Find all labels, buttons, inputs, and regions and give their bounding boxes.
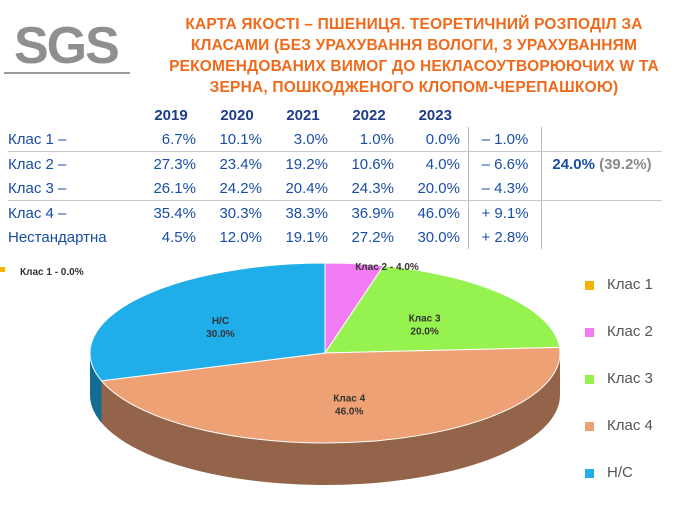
pie-slice-Н/С <box>89 262 326 382</box>
class-distribution-table: 2019 2020 2021 2022 2023 Клас 1 – 6.7% 1… <box>8 103 662 249</box>
cell-value: 10.1% <box>204 127 270 152</box>
sgs-logo: SGS <box>4 14 130 76</box>
cell-value: 24.3% <box>336 176 402 201</box>
pie-side-Клас 4 <box>101 353 561 485</box>
cell-value: 1.0% <box>336 127 402 152</box>
slice-label-Клас 2: Клас 2 - 4.0% <box>355 262 419 273</box>
page-title: КАРТА ЯКОСТІ – ПШЕНИЦЯ. ТЕОРЕТИЧНИЙ РОЗП… <box>140 14 688 98</box>
legend-swatch <box>585 328 594 337</box>
summary-cell-empty <box>541 176 662 201</box>
cell-value: 19.1% <box>285 228 328 246</box>
slice-label-Клас 3: Клас 3 20.0% <box>409 313 441 337</box>
slice-label-Н/С: Н/С 30.0% <box>206 316 234 340</box>
table-row: Клас 1 – 6.7% 10.1% 3.0% 1.0% 0.0% – 1.0… <box>8 127 662 152</box>
cell-delta: – 4.3% <box>468 176 542 201</box>
summary-cell: 24.0% (39.2%) <box>542 152 663 177</box>
cell-value: 6.7% <box>138 127 204 152</box>
legend-swatch <box>585 375 594 384</box>
cell-value: 10.6% <box>351 155 394 173</box>
year-header-2021: 2021 <box>286 106 320 124</box>
legend-swatch <box>585 469 594 478</box>
class1-marker <box>0 267 5 272</box>
summary-cell-empty <box>542 201 663 226</box>
table-row: Клас 2 – 27.3% 23.4% 19.2% 10.6% 4.0% – … <box>8 151 663 177</box>
cell-value: 30.0% <box>417 228 460 246</box>
cell-delta: + 2.8% <box>468 225 542 249</box>
slice-label-Клас 1: Клас 1 - 0.0% <box>20 267 84 278</box>
row-label: Клас 3 – <box>8 176 138 201</box>
cell-value: 4.5% <box>161 228 196 246</box>
cell-value: 46.0% <box>417 204 460 222</box>
year-header-2023: 2023 <box>418 106 452 124</box>
header-empty <box>8 103 138 127</box>
cell-value: 12.0% <box>219 228 262 246</box>
year-header-2020: 2020 <box>220 106 254 124</box>
table-row: Клас 4 – 35.4% 30.3% 38.3% 36.9% 46.0% +… <box>8 200 663 226</box>
cell-value: 20.0% <box>402 176 469 201</box>
summary-cell-empty <box>542 225 663 249</box>
legend-swatch <box>585 422 594 431</box>
row-label: Клас 4 – <box>8 204 67 222</box>
cell-value: 23.4% <box>219 155 262 173</box>
title-line-1: КАРТА ЯКОСТІ – ПШЕНИЦЯ. ТЕОРЕТИЧНИЙ РОЗП… <box>185 16 643 33</box>
cell-delta: – 1.0% <box>468 127 542 152</box>
table-row: Клас 3 – 26.1% 24.2% 20.4% 24.3% 20.0% –… <box>8 176 662 201</box>
legend-label: Н/С <box>607 464 633 481</box>
cell-value: 27.2% <box>351 228 394 246</box>
logo-text: SGS <box>14 17 120 75</box>
pie-side-Н/С <box>90 353 102 423</box>
cell-delta: – 6.6% <box>468 151 542 176</box>
legend-label: Клас 3 <box>607 370 653 387</box>
cell-value: 27.3% <box>153 155 196 173</box>
cell-delta: + 9.1% <box>468 200 542 225</box>
title-line-4: ЗЕРНА, ПОШКОДЖЕНОГО КЛОПОМ-ЧЕРЕПАШКОЮ) <box>209 79 619 96</box>
logo-underline <box>4 72 130 74</box>
cell-value: 38.3% <box>285 204 328 222</box>
slice-label-Клас 4: Клас 4 46.0% <box>333 394 365 418</box>
cell-value: 24.2% <box>204 176 270 201</box>
pie-slice-Клас 4 <box>100 346 561 444</box>
table-header-row: 2019 2020 2021 2022 2023 <box>8 103 662 127</box>
delta-header <box>469 103 542 127</box>
pie-chart: Клас 1 - 0.0% Клас 2 - 4.0% Клас 3 20.0% Кла… <box>20 262 561 485</box>
cell-value: 3.0% <box>270 127 336 152</box>
title-line-2: КЛАСАМИ (БЕЗ УРАХУВАННЯ ВОЛОГИ, З УРАХУВ… <box>190 37 638 54</box>
cell-value: 35.4% <box>153 204 196 222</box>
cell-value: 4.0% <box>425 155 460 173</box>
table-row: Нестандартна 4.5% 12.0% 19.1% 27.2% 30.0… <box>8 225 662 249</box>
legend-label: Клас 2 <box>607 323 653 340</box>
cell-value: 26.1% <box>138 176 204 201</box>
cell-value: 36.9% <box>351 204 394 222</box>
row-label: Клас 2 – <box>8 155 67 173</box>
legend-swatch <box>585 281 594 290</box>
cell-value: 30.3% <box>219 204 262 222</box>
year-header-2019: 2019 <box>154 106 188 124</box>
pie-slice-Клас 3 <box>324 265 561 354</box>
title-line-3: РЕКОМЕНДОВАНИХ ВИМОГ ДО НЕКЛАСОУТВОРЮЮЧИ… <box>169 58 659 75</box>
summary-sub-value: (39.2%) <box>599 155 652 173</box>
summary-header <box>542 103 663 127</box>
row-label: Клас 1 – <box>8 127 138 152</box>
row-label: Нестандартна <box>8 228 107 246</box>
year-header-2022: 2022 <box>352 106 386 124</box>
summary-cell-empty <box>541 127 662 152</box>
cell-value: 0.0% <box>402 127 469 152</box>
summary-main-value: 24.0% <box>552 155 595 173</box>
cell-value: 19.2% <box>285 155 328 173</box>
cell-value: 20.4% <box>270 176 336 201</box>
legend-label: Клас 4 <box>607 417 653 434</box>
legend-label: Клас 1 <box>607 276 653 293</box>
